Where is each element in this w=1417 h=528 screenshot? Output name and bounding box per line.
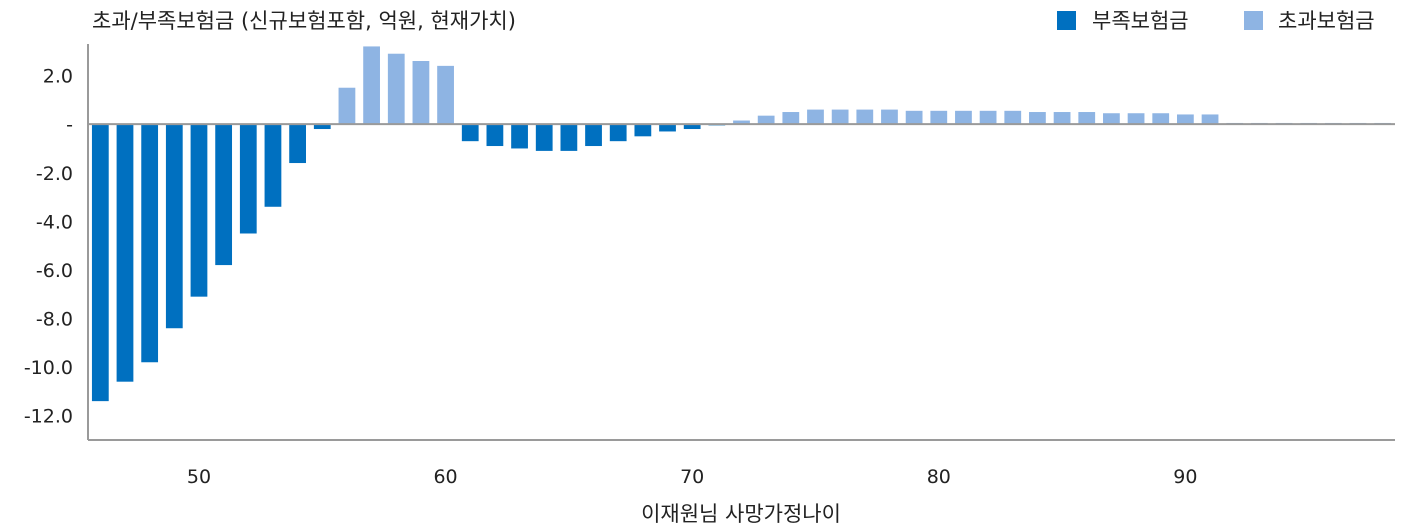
excess-bar-85 [1053,112,1071,125]
shortfall-bar-49 [165,124,183,329]
y-tick-label: -12.0 [24,406,73,428]
excess-bar-73 [757,115,775,125]
legend: 부족보험금 초과보험금 [1057,9,1375,33]
excess-bar-75 [807,109,824,125]
excess-bar-79 [905,110,923,125]
x-tick-label: 80 [927,466,951,488]
shortfall-bar-50 [190,124,208,297]
x-tick-label: 90 [1173,466,1197,488]
y-tick-label: - [66,114,73,136]
shortfall-bar-46 [91,124,109,402]
excess-bar-57 [363,46,380,125]
shortfall-bar-64 [535,124,553,151]
y-tick-label: -10.0 [24,357,73,379]
shortfall-bar-61 [461,124,479,142]
legend-swatch-excess [1244,11,1263,30]
y-tick-label: 2.0 [43,66,73,88]
excess-bar-59 [412,61,430,125]
bars [91,46,1392,402]
excess-bar-91 [1201,114,1219,125]
excess-bar-89 [1152,113,1170,125]
chart-title: 초과/부족보험금 (신규보험포함, 억원, 현재가치) [92,9,516,33]
shortfall-bar-63 [511,124,528,149]
shortfall-bar-53 [264,124,282,207]
excess-bar-86 [1078,112,1096,125]
excess-bar-81 [955,110,972,125]
shortfall-bar-65 [560,124,578,151]
x-axis-title: 이재원님 사망가정나이 [641,502,841,526]
shortfall-bar-55 [313,124,331,130]
excess-bar-78 [881,109,898,125]
shortfall-bar-47 [116,124,134,382]
shortfall-bar-48 [141,124,159,363]
x-tick-label: 70 [680,466,704,488]
y-axis-ticks: 2.0 - -2.0 -4.0 -6.0 -8.0 -10.0 -12.0 [24,66,73,428]
y-tick-label: -6.0 [36,260,73,282]
excess-bar-88 [1127,113,1145,125]
y-tick-label: -8.0 [36,309,73,331]
shortfall-bar-62 [486,124,504,147]
excess-bar-87 [1103,113,1120,125]
excess-bar-82 [979,110,997,125]
excess-bar-58 [387,53,405,125]
excess-bar-80 [930,110,948,125]
excess-bar-74 [782,112,800,125]
shortfall-bar-70 [683,124,701,130]
excess-bar-72 [733,120,750,125]
legend-label-shortfall: 부족보험금 [1092,9,1189,33]
x-axis-ticks: 50 60 70 80 90 [187,466,1198,488]
shortfall-bar-69 [659,124,676,132]
legend-swatch-shortfall [1057,11,1076,30]
x-tick-label: 60 [433,466,457,488]
shortfall-bar-68 [634,124,652,137]
excess-bar-83 [1004,110,1022,125]
y-tick-label: -2.0 [36,163,73,185]
excess-bar-84 [1029,112,1046,125]
shortfall-bar-66 [585,124,602,147]
shortfall-bar-52 [239,124,257,234]
excess-bar-60 [437,65,454,125]
shortfall-bar-51 [215,124,233,266]
x-tick-label: 50 [187,466,211,488]
excess-bar-77 [856,109,874,125]
y-tick-label: -4.0 [36,211,73,233]
excess-bar-56 [338,87,356,125]
shortfall-bar-67 [609,124,627,142]
shortfall-bar-54 [289,124,306,164]
excess-bar-90 [1177,114,1194,125]
legend-label-excess: 초과보험금 [1278,9,1375,33]
excess-bar-76 [831,109,849,125]
